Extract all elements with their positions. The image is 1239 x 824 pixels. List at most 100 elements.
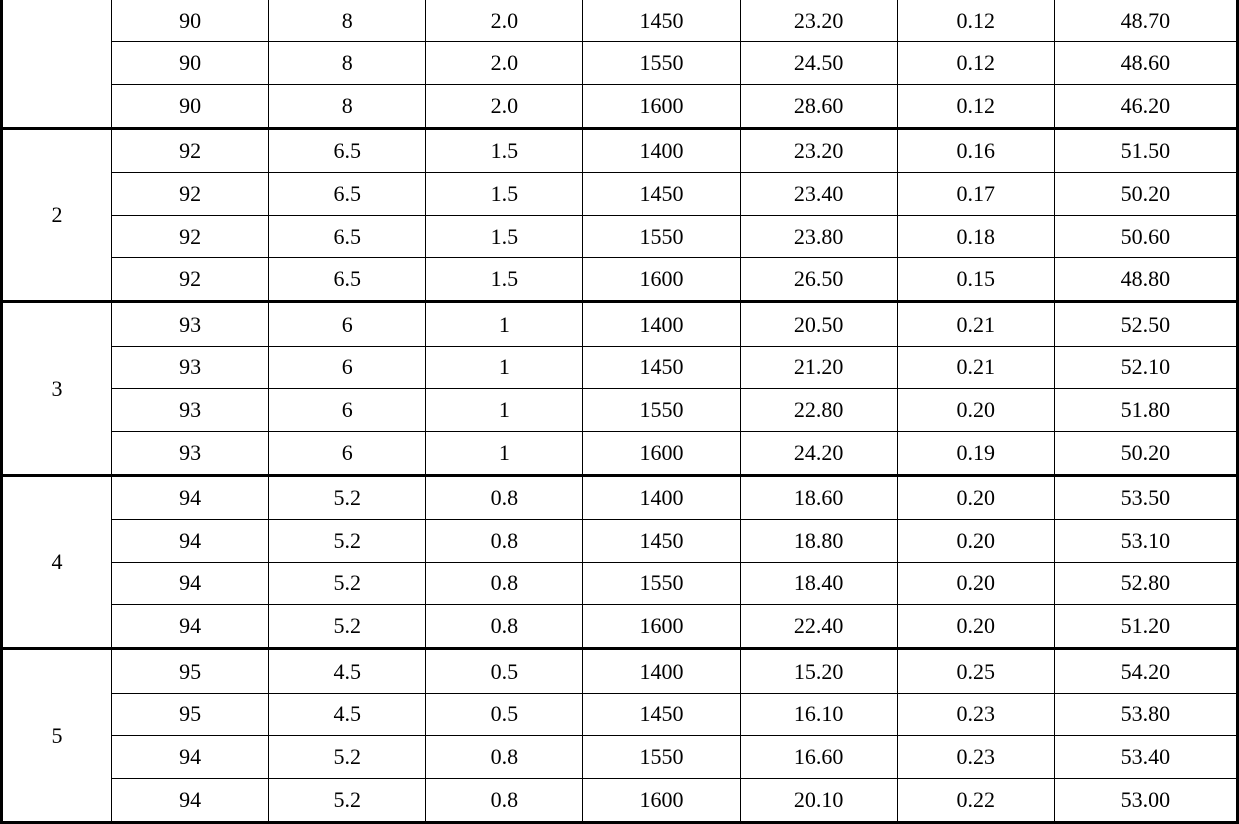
table-cell: 46.20	[1054, 84, 1237, 128]
group-label-cell: 2	[2, 129, 112, 302]
table-cell: 23.20	[740, 129, 897, 173]
table-row: 945.20.8160020.100.2253.00	[2, 778, 1238, 822]
table-cell: 90	[112, 42, 269, 85]
table-cell: 50.60	[1054, 215, 1237, 258]
table-cell: 0.16	[897, 129, 1054, 173]
table-cell: 6.5	[269, 215, 426, 258]
table-cell: 23.20	[740, 0, 897, 42]
table-cell: 0.23	[897, 736, 1054, 779]
table-cell: 0.5	[426, 649, 583, 693]
table-cell: 0.25	[897, 649, 1054, 693]
table-cell: 4.5	[269, 649, 426, 693]
table-cell: 94	[112, 475, 269, 519]
table-cell: 1450	[583, 346, 740, 389]
data-table: 9082.0145023.200.1248.709082.0155024.500…	[0, 0, 1239, 824]
table-cell: 2.0	[426, 42, 583, 85]
table-cell: 0.23	[897, 693, 1054, 736]
table-cell: 1.5	[426, 173, 583, 216]
table-cell: 1600	[583, 84, 740, 128]
table-cell: 5.2	[269, 520, 426, 563]
table-cell: 1450	[583, 520, 740, 563]
table-cell: 26.50	[740, 258, 897, 302]
table-cell: 20.10	[740, 778, 897, 822]
table-cell: 24.50	[740, 42, 897, 85]
table-cell: 0.17	[897, 173, 1054, 216]
table-cell: 94	[112, 736, 269, 779]
table-cell: 1600	[583, 778, 740, 822]
table-cell: 18.80	[740, 520, 897, 563]
table-cell: 1450	[583, 693, 740, 736]
table-cell: 0.18	[897, 215, 1054, 258]
table-cell: 1400	[583, 649, 740, 693]
table-cell: 52.80	[1054, 562, 1237, 605]
table-cell: 0.20	[897, 389, 1054, 432]
table-cell: 8	[269, 42, 426, 85]
table-row: 945.20.8160022.400.2051.20	[2, 605, 1238, 649]
table-cell: 54.20	[1054, 649, 1237, 693]
table-cell: 5.2	[269, 778, 426, 822]
table-cell: 0.8	[426, 475, 583, 519]
table-cell: 22.40	[740, 605, 897, 649]
table-row: 9361145021.200.2152.10	[2, 346, 1238, 389]
table-cell: 0.20	[897, 562, 1054, 605]
table-cell: 93	[112, 302, 269, 346]
table-cell: 1	[426, 302, 583, 346]
table-cell: 22.80	[740, 389, 897, 432]
group-label-cell: 5	[2, 649, 112, 823]
table-cell: 5.2	[269, 562, 426, 605]
table-cell: 94	[112, 778, 269, 822]
table-cell: 8	[269, 0, 426, 42]
table-cell: 1450	[583, 0, 740, 42]
table-cell: 1450	[583, 173, 740, 216]
table-cell: 1	[426, 346, 583, 389]
table-cell: 2.0	[426, 0, 583, 42]
table-cell: 1400	[583, 129, 740, 173]
table-cell: 16.60	[740, 736, 897, 779]
table-cell: 1.5	[426, 129, 583, 173]
table-cell: 0.20	[897, 520, 1054, 563]
table-row: 926.51.5155023.800.1850.60	[2, 215, 1238, 258]
table-container: 9082.0145023.200.1248.709082.0155024.500…	[0, 0, 1239, 824]
table-cell: 6.5	[269, 129, 426, 173]
table-cell: 18.40	[740, 562, 897, 605]
table-cell: 6	[269, 431, 426, 475]
table-row: 954.50.5145016.100.2353.80	[2, 693, 1238, 736]
table-cell: 51.20	[1054, 605, 1237, 649]
table-row: 9082.0145023.200.1248.70	[2, 0, 1238, 42]
table-cell: 0.12	[897, 84, 1054, 128]
table-cell: 6	[269, 346, 426, 389]
table-row: 945.20.8145018.800.2053.10	[2, 520, 1238, 563]
table-cell: 6.5	[269, 173, 426, 216]
table-row: 9082.0160028.600.1246.20	[2, 84, 1238, 128]
table-cell: 0.8	[426, 605, 583, 649]
table-cell: 0.12	[897, 0, 1054, 42]
table-cell: 0.12	[897, 42, 1054, 85]
table-cell: 5.2	[269, 605, 426, 649]
table-cell: 90	[112, 0, 269, 42]
table-cell: 23.80	[740, 215, 897, 258]
table-cell: 94	[112, 605, 269, 649]
table-cell: 5.2	[269, 736, 426, 779]
table-cell: 1550	[583, 736, 740, 779]
table-cell: 1	[426, 389, 583, 432]
table-cell: 0.22	[897, 778, 1054, 822]
table-cell: 92	[112, 215, 269, 258]
table-cell: 53.00	[1054, 778, 1237, 822]
table-row: 9361155022.800.2051.80	[2, 389, 1238, 432]
table-cell: 94	[112, 562, 269, 605]
table-cell: 1400	[583, 302, 740, 346]
table-cell: 1600	[583, 431, 740, 475]
table-cell: 16.10	[740, 693, 897, 736]
table-cell: 0.5	[426, 693, 583, 736]
table-row: 945.20.8155018.400.2052.80	[2, 562, 1238, 605]
table-cell: 48.80	[1054, 258, 1237, 302]
table-cell: 6.5	[269, 258, 426, 302]
table-cell: 24.20	[740, 431, 897, 475]
table-cell: 1400	[583, 475, 740, 519]
table-cell: 93	[112, 431, 269, 475]
table-cell: 6	[269, 302, 426, 346]
table-cell: 53.80	[1054, 693, 1237, 736]
table-cell: 1550	[583, 215, 740, 258]
table-cell: 2.0	[426, 84, 583, 128]
table-row: 926.51.5160026.500.1548.80	[2, 258, 1238, 302]
